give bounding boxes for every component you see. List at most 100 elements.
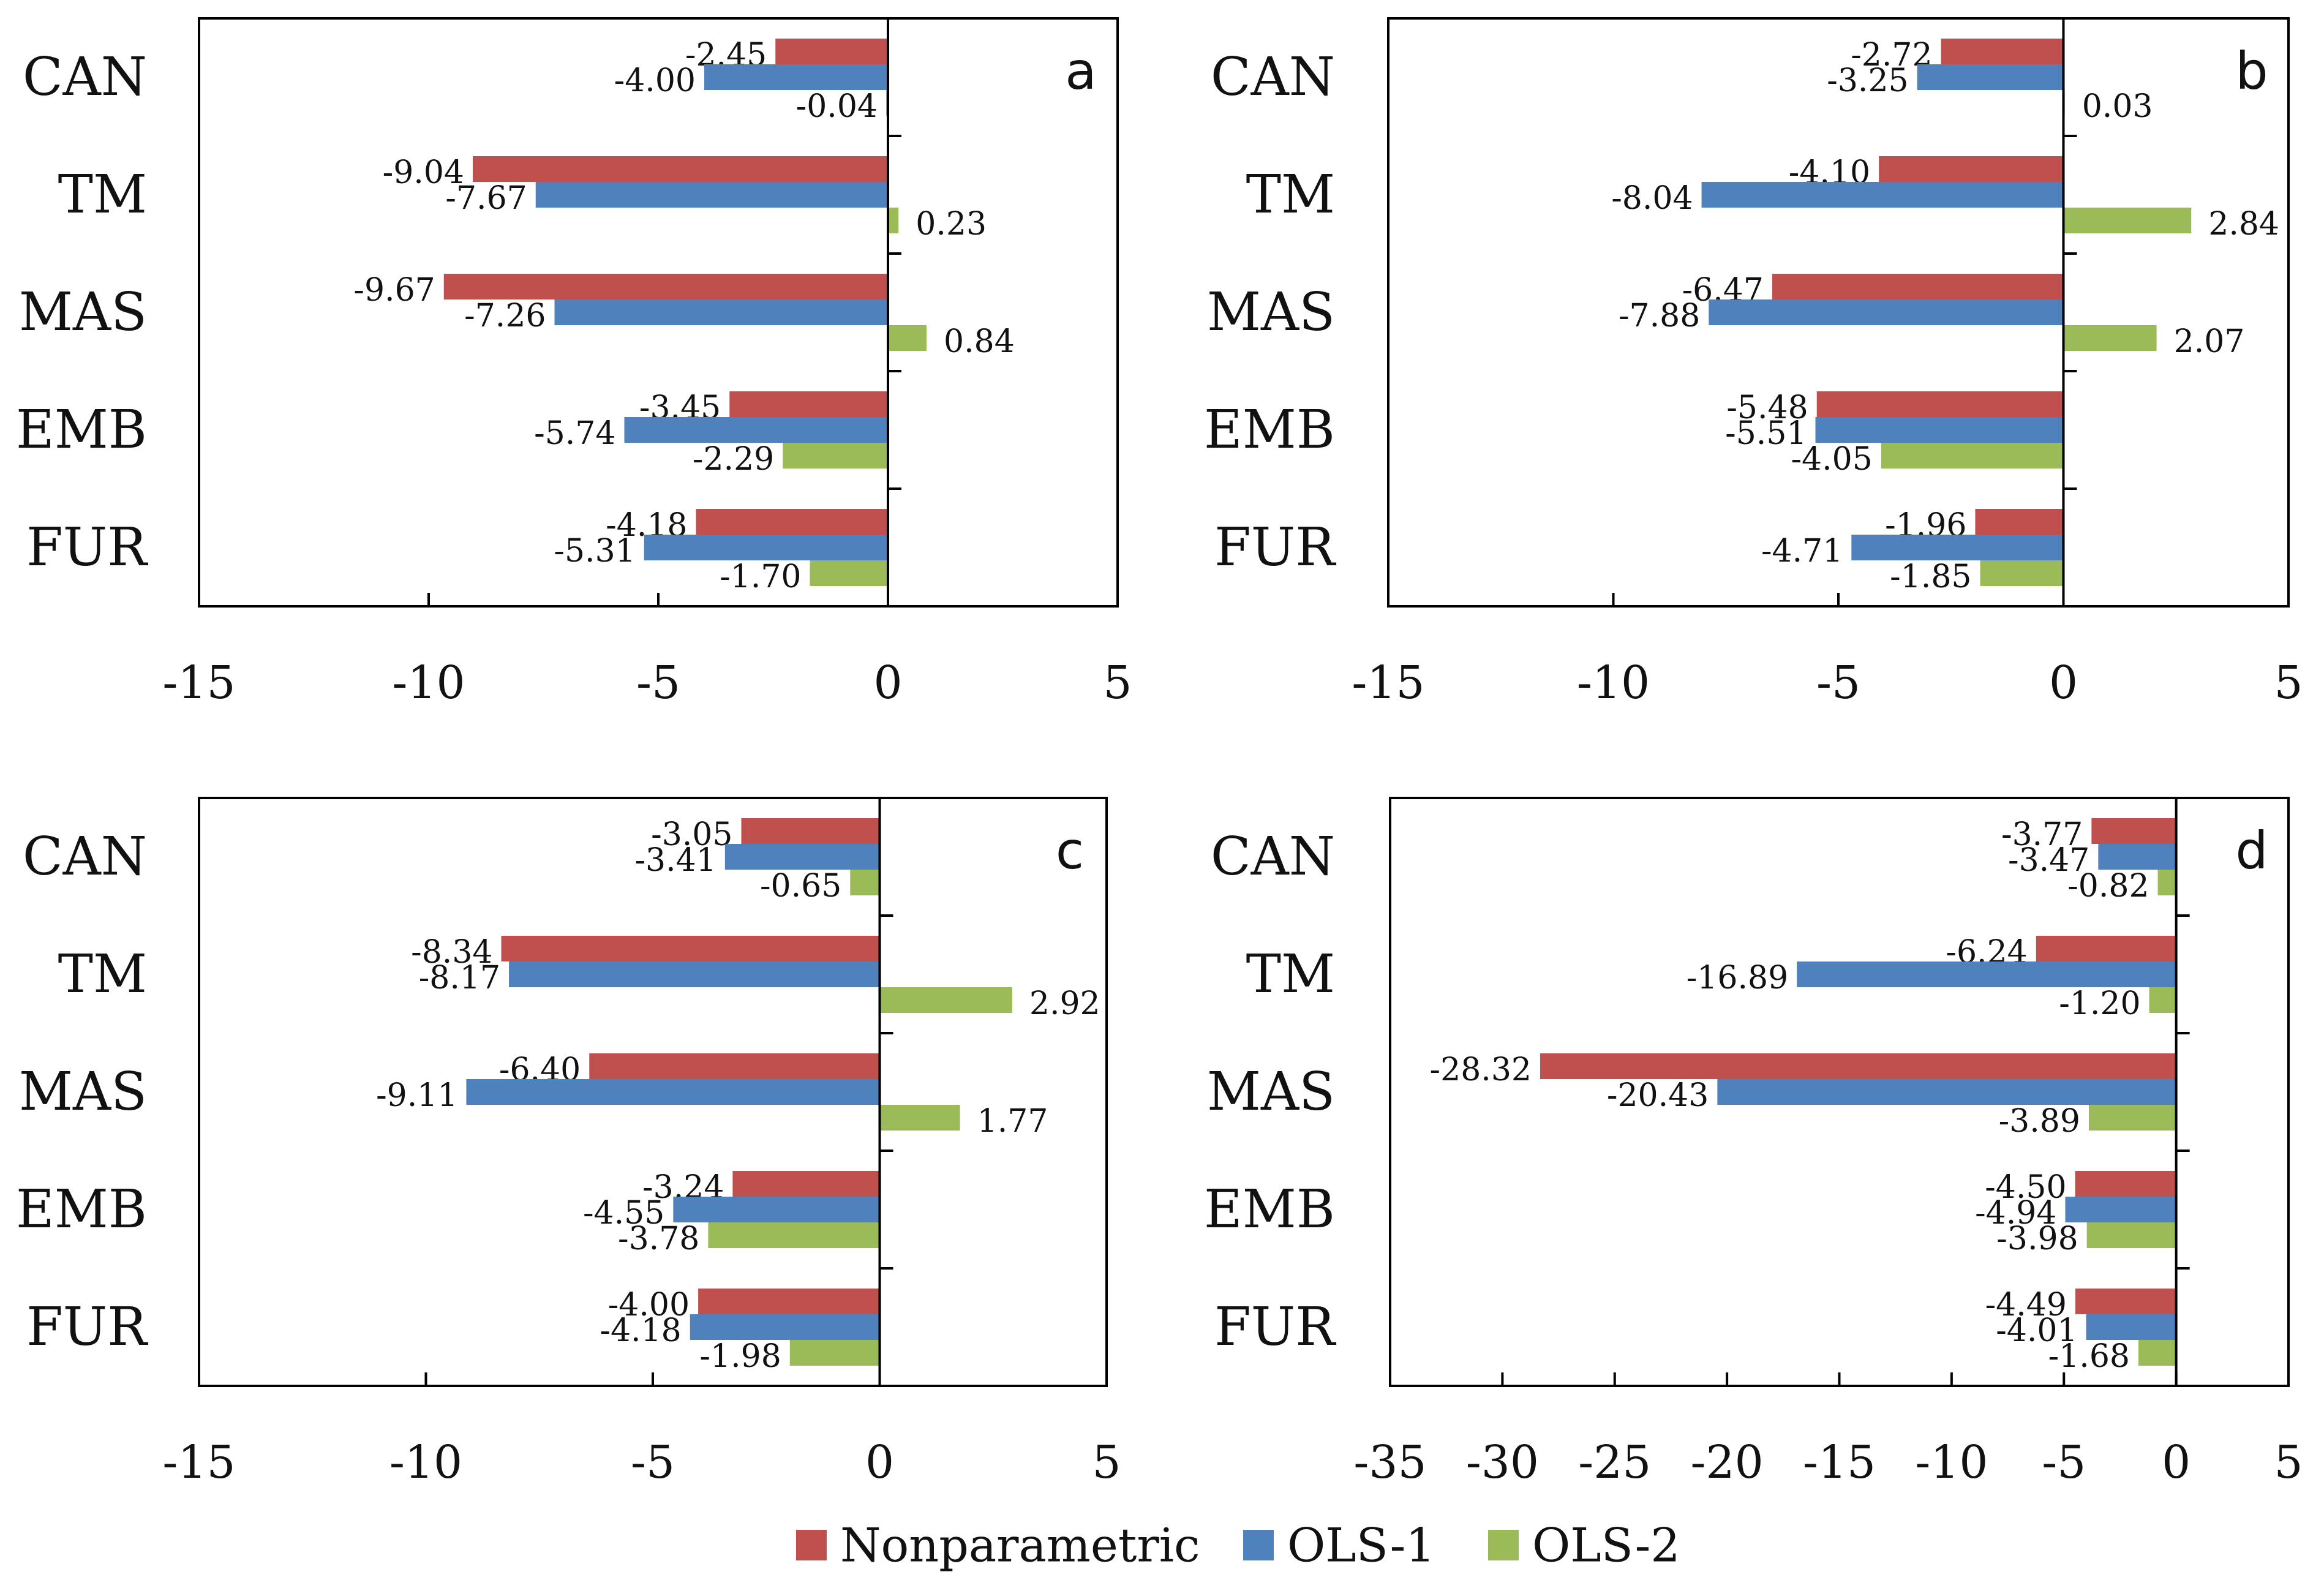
legend: Nonparametric OLS-1 OLS-2 [796, 1518, 1680, 1573]
data-label: -3.77 [2001, 816, 2083, 853]
bar-ols-2-emb [2086, 1222, 2176, 1248]
bar-nonparametric-tm [501, 936, 880, 961]
bar-ols-2-emb [783, 443, 888, 468]
data-label: -28.32 [1430, 1052, 1532, 1088]
data-label: -5.74 [534, 415, 615, 452]
bar-ols-2-emb [1881, 443, 2064, 468]
legend-item-ols-1: OLS-1 [1243, 1518, 1435, 1573]
panel-d: -3.77-6.24-28.32-4.50-4.49-3.47-16.89-20… [1204, 797, 2303, 1489]
data-label: -1.20 [2059, 985, 2140, 1022]
bar-nonparametric-can [1941, 39, 2064, 64]
x-tick-label: 5 [2274, 657, 2303, 709]
category-label-can: CAN [1211, 47, 1335, 108]
data-label: -7.26 [464, 298, 546, 334]
bar-ols-1-mas [466, 1079, 880, 1105]
data-label: 2.92 [1029, 985, 1100, 1022]
bar-ols-1-fur [690, 1314, 880, 1340]
bar-ols-1-can [704, 64, 888, 90]
panel-letter: d [2235, 821, 2268, 881]
x-tick-label: -10 [392, 657, 465, 709]
category-label-mas: MAS [19, 282, 147, 343]
data-label: -16.89 [1687, 960, 1788, 996]
bar-nonparametric-mas [443, 274, 888, 299]
x-tick-label: 0 [873, 657, 902, 709]
panel-a: -2.45-9.04-9.67-3.45-4.18-4.00-7.67-7.26… [16, 17, 1132, 709]
bar-ols-1-fur [2086, 1314, 2176, 1340]
data-label: -3.47 [2008, 842, 2089, 879]
x-tick-label: -10 [1577, 657, 1650, 709]
x-tick-label: 0 [2049, 657, 2078, 709]
data-label: -1.85 [1890, 559, 1971, 595]
x-tick-label: 0 [865, 1436, 894, 1489]
data-label: -8.04 [1611, 180, 1693, 217]
x-tick-label: -20 [1691, 1436, 1764, 1489]
data-label: -5.48 [1726, 389, 1808, 426]
category-label-can: CAN [23, 47, 147, 108]
x-tick-label: -5 [2042, 1436, 2086, 1489]
bar-nonparametric-tm [2036, 936, 2176, 961]
data-label: -4.71 [1761, 533, 1843, 570]
data-label: -3.78 [618, 1221, 699, 1257]
data-label: -7.88 [1619, 298, 1700, 334]
data-label: 0.23 [916, 206, 987, 243]
bar-ols-1-fur [644, 535, 888, 560]
bar-nonparametric-can [775, 39, 888, 64]
category-label-emb: EMB [1204, 399, 1335, 461]
bar-ols-2-tm [2063, 208, 2192, 233]
bar-ols-2-tm [888, 208, 899, 233]
bar-nonparametric-can [741, 818, 880, 844]
category-label-fur: FUR [1214, 517, 1336, 578]
x-tick-label: -25 [1578, 1436, 1651, 1489]
bar-ols-1-emb [2065, 1197, 2176, 1222]
x-tick-label: -15 [162, 1436, 235, 1489]
legend-swatch [1488, 1530, 1519, 1560]
bar-ols-2-fur [2138, 1340, 2176, 1366]
bar-ols-2-fur [810, 560, 888, 586]
data-label: -1.98 [699, 1338, 781, 1375]
data-label: -3.41 [634, 842, 716, 879]
data-label: -8.34 [411, 934, 492, 971]
data-label: -3.25 [1827, 62, 1908, 99]
data-label: -0.04 [796, 88, 878, 125]
bar-nonparametric-fur [2075, 1289, 2176, 1314]
category-label-can: CAN [23, 826, 147, 887]
x-tick-label: -10 [1915, 1436, 1988, 1489]
legend-label: OLS-1 [1287, 1518, 1435, 1573]
bar-ols-2-can [850, 870, 880, 895]
x-tick-label: -15 [1803, 1436, 1876, 1489]
chart-panels: -2.45-9.04-9.67-3.45-4.18-4.00-7.67-7.26… [16, 17, 2303, 1489]
data-label: -20.43 [1607, 1077, 1709, 1114]
data-label: -5.51 [1725, 415, 1807, 452]
legend-swatch [796, 1530, 827, 1560]
data-label: -1.68 [2048, 1338, 2130, 1375]
category-label-emb: EMB [16, 1179, 147, 1240]
bar-ols-1-emb [1815, 417, 2064, 443]
category-label-mas: MAS [1207, 282, 1335, 343]
data-label: 2.84 [2208, 206, 2279, 243]
category-label-tm: TM [1246, 944, 1335, 1005]
x-tick-label: -35 [1353, 1436, 1426, 1489]
data-label: -4.55 [583, 1195, 664, 1232]
bar-nonparametric-fur [696, 509, 888, 535]
panel-letter: a [1065, 41, 1096, 101]
bar-ols-2-mas [2063, 325, 2157, 351]
data-label: 2.07 [2174, 323, 2245, 360]
data-label: -8.17 [419, 960, 500, 996]
x-tick-label: -5 [631, 1436, 675, 1489]
category-label-emb: EMB [16, 399, 147, 461]
bar-nonparametric-mas [1540, 1053, 2176, 1079]
category-label-tm: TM [58, 164, 147, 225]
data-label: -0.65 [760, 868, 841, 905]
category-label-emb: EMB [1204, 1179, 1335, 1240]
bar-ols-2-emb [708, 1222, 880, 1248]
category-label-tm: TM [1246, 164, 1335, 225]
data-label: -0.82 [2067, 868, 2149, 905]
data-label: -1.70 [720, 559, 801, 595]
bar-ols-1-can [1917, 64, 2064, 90]
data-label: -2.29 [693, 441, 774, 478]
data-label: -4.18 [600, 1312, 681, 1349]
data-label: -4.01 [1996, 1312, 2077, 1349]
bar-ols-2-tm [879, 987, 1012, 1013]
data-label: 1.77 [977, 1103, 1048, 1140]
